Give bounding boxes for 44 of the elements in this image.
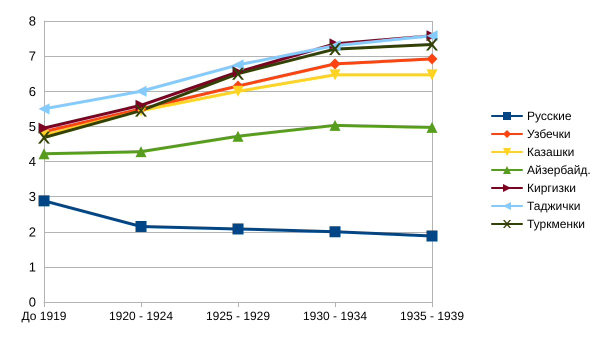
y-tick-label: 4 [28,154,36,169]
y-tick-label: 1 [28,259,36,274]
point [330,69,340,80]
y-tick-label: 6 [28,84,36,99]
point [426,53,438,64]
legend-label: Таджички [527,199,580,213]
y-tick-label: 3 [28,189,36,204]
point [426,230,438,242]
legend-label: Айзербайд. [527,163,591,177]
y-tick-label: 0 [28,294,36,310]
y-tick-label: 8 [28,14,36,28]
point [329,43,341,56]
point [38,195,50,206]
x-tick-label: До 1919 [22,309,67,323]
legend-label: Русские [527,109,572,123]
point [232,59,244,70]
point [38,122,50,134]
legend-label: Узбечки [527,127,571,141]
point [38,148,50,160]
x-tick-label: 1920 - 1924 [108,309,174,323]
legend-label: Киргизки [527,181,576,195]
point [136,220,146,232]
point [38,132,50,144]
point [136,146,146,158]
x-tick-label: 1925 - 1929 [206,309,270,323]
point [232,68,244,80]
point [232,223,244,234]
point [232,130,244,142]
point [38,103,50,114]
legend-label: Туркменки [527,217,585,231]
point [232,86,244,97]
x-tick-label: 1930 - 1934 [302,309,368,323]
point [426,38,438,51]
point [426,122,438,133]
y-tick-label: 5 [28,118,36,134]
point [330,120,340,131]
legend-label: Казашки [527,145,574,159]
y-tick-label: 7 [28,48,36,64]
x-tick-label: 1935 - 1939 [400,309,464,323]
point [330,226,340,238]
point [426,69,438,80]
y-tick-label: 2 [28,224,36,240]
point [136,86,146,97]
point [330,58,340,70]
